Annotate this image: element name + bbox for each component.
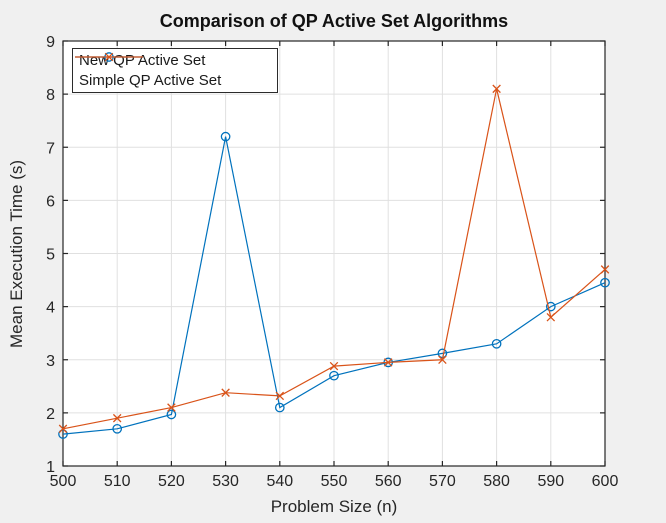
y-tick-label: 5 [46,247,55,264]
series-marker-circle [329,370,339,381]
series-marker-x [58,424,68,434]
legend-sample-line-x-icon [75,52,143,62]
series-marker-x [600,265,610,274]
x-tick-label: 550 [321,473,348,490]
series-marker-x [167,403,176,412]
series-marker-circle [220,131,231,142]
y-axis-label: Mean Execution Time (s) [7,160,26,348]
x-tick-label: 540 [266,473,293,490]
series-marker-x [492,84,501,94]
series-marker-x [438,355,447,365]
x-tick-label: 570 [429,473,456,490]
x-tick-label: 520 [158,473,185,490]
legend-entry-simple-qp: Simple QP Active Set [75,52,277,91]
series-marker-x [221,388,230,397]
series-marker-x [329,361,339,371]
x-tick-label: 510 [104,473,131,490]
series-simple-qp-active-set [58,84,610,434]
series-marker-circle [58,429,68,439]
series-marker-circle [166,409,177,420]
y-tick-label: 7 [46,140,55,157]
y-tick-label: 9 [46,34,55,51]
x-tick-label: 600 [592,473,619,490]
x-tick-label: 580 [483,473,510,490]
series-marker-x [275,391,285,401]
series-marker-circle [112,423,123,434]
series-marker-circle [545,301,556,312]
y-tick-label: 4 [46,300,55,317]
legend: New QP Active Set Simple QP Active Set [72,48,278,93]
series-marker-circle [600,277,610,288]
x-tick-label: 500 [50,473,77,490]
legend-label: Simple QP Active Set [79,72,222,90]
chart-title: Comparison of QP Active Set Algorithms [160,11,508,31]
x-tick-label: 560 [375,473,402,490]
series-line [62,136,606,435]
y-tick-label: 1 [46,459,55,476]
y-tick-label: 8 [46,87,55,104]
y-tick-label: 3 [46,353,55,370]
y-tick-label: 6 [46,193,55,210]
plot-layer: 500 510 520 530 540 550 560 570 580 590 600 1 2 3 4 5 6 7… [46,34,618,490]
series-marker-x [383,358,393,367]
series-marker-x [104,52,114,62]
series-marker-circle [491,338,502,349]
x-tick-label: 590 [537,473,564,490]
series-marker-x [112,413,122,423]
x-axis-label: Problem Size (n) [271,497,398,516]
series-marker-circle [274,402,285,413]
x-tick-label: 530 [212,473,239,490]
y-tick-label: 2 [46,406,55,423]
series-marker-x [546,312,556,322]
